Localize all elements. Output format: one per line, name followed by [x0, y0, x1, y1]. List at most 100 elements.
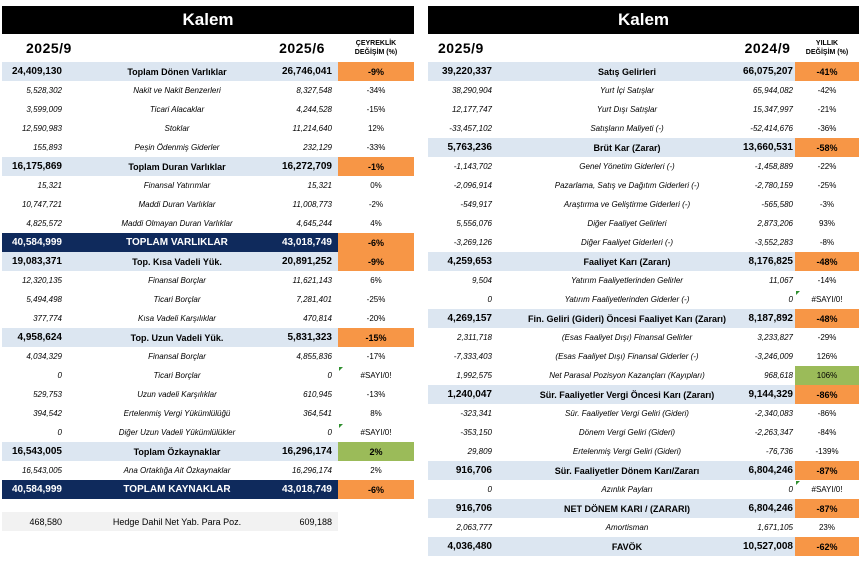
value-a: 5,494,498 — [2, 290, 82, 309]
value-a: 4,958,624 — [2, 328, 82, 347]
value-b: -76,736 — [742, 442, 795, 461]
value-a: 9,504 — [428, 271, 512, 290]
value-a: 916,706 — [428, 499, 512, 518]
change-cell: -62% — [795, 537, 859, 556]
change-cell: #SAYI/0! — [795, 480, 859, 499]
value-a: 394,542 — [2, 404, 82, 423]
value-b: 43,018,749 — [272, 233, 338, 252]
right-table-row: 12,177,747 Yurt Dışı Satışlar 15,347,997 -2… — [428, 100, 859, 119]
value-a: -2,096,914 — [428, 176, 512, 195]
value-a: 5,528,302 — [2, 81, 82, 100]
item-label: Diğer Faaliyet Giderleri (-) — [512, 233, 742, 252]
right-table-row: 1,240,047 Sür. Faaliyetler Vergi Öncesi K… — [428, 385, 859, 404]
item-label: Toplam Özkaynaklar — [82, 442, 272, 461]
left-table-row: 5,528,302 Nakit ve Nakit Benzerleri 8,327,… — [2, 81, 414, 100]
item-label: Ertelenmiş Vergi Geliri (Gideri) — [512, 442, 742, 461]
value-b: 5,831,323 — [272, 328, 338, 347]
change-cell: -36% — [795, 119, 859, 138]
right-table-row: 9,504 Yatırım Faaliyetlerinden Gelirler 11… — [428, 271, 859, 290]
item-label: (Esas Faaliyet Dışı) Finansal Giderler (… — [512, 347, 742, 366]
value-b: -2,340,083 — [742, 404, 795, 423]
value-b: 0 — [742, 480, 795, 499]
right-table-row: -2,096,914 Pazarlama, Satış ve Dağıtım Gi… — [428, 176, 859, 195]
right-table-row: 29,809 Ertelenmiş Vergi Geliri (Gideri) -7… — [428, 442, 859, 461]
value-a: 2,311,718 — [428, 328, 512, 347]
change-cell: -15% — [338, 328, 414, 347]
value-b: 9,144,329 — [742, 385, 795, 404]
item-label: Diğer Faaliyet Gelirleri — [512, 214, 742, 233]
left-table-row: 4,825,572 Maddi Olmayan Duran Varlıklar 4,… — [2, 214, 414, 233]
change-cell: -42% — [795, 81, 859, 100]
footer-value-a: 468,580 — [2, 512, 82, 531]
right-table-row: 2,063,777 Amortisman 1,671,105 23% — [428, 518, 859, 537]
value-b: 10,527,008 — [742, 537, 795, 556]
value-a: -549,917 — [428, 195, 512, 214]
value-b: 1,671,105 — [742, 518, 795, 537]
item-label: Finansal Borçlar — [82, 347, 272, 366]
change-cell: -29% — [795, 328, 859, 347]
item-label: Diğer Uzun Vadeli Yükümlülükler — [82, 423, 272, 442]
left-table-row: 3,599,009 Ticari Alacaklar 4,244,528 -15% — [2, 100, 414, 119]
value-a: 10,747,721 — [2, 195, 82, 214]
item-label: Ertelenmiş Vergi Yükümlülüğü — [82, 404, 272, 423]
change-cell: -15% — [338, 100, 414, 119]
value-b: -3,246,009 — [742, 347, 795, 366]
left-table-row: 40,584,999 TOPLAM KAYNAKLAR 43,018,749 -6% — [2, 480, 414, 499]
value-a: -3,269,126 — [428, 233, 512, 252]
balance-sheet-panel: Kalem 2025/9 2025/6 ÇEYREKLİK DEĞİŞİM (%… — [2, 6, 414, 531]
left-table-row: 4,034,329 Finansal Borçlar 4,855,836 -17% — [2, 347, 414, 366]
value-a: 0 — [2, 423, 82, 442]
item-label: Faaliyet Karı (Zararı) — [512, 252, 742, 271]
item-label: Ana Ortaklığa Ait Özkaynaklar — [82, 461, 272, 480]
value-a: 3,599,009 — [2, 100, 82, 119]
item-label: Pazarlama, Satış ve Dağıtım Giderleri (-… — [512, 176, 742, 195]
income-statement-panel: Kalem 2025/9 2024/9 YILLIK DEĞİŞİM (%) 3… — [428, 6, 859, 556]
change-cell: 12% — [338, 119, 414, 138]
right-table-row: -7,333,403 (Esas Faaliyet Dışı) Finansal … — [428, 347, 859, 366]
change-cell: -86% — [795, 404, 859, 423]
right-header-row: 2025/9 2024/9 YILLIK DEĞİŞİM (%) — [428, 34, 859, 62]
change-cell: -86% — [795, 385, 859, 404]
change-cell: -33% — [338, 138, 414, 157]
item-label: TOPLAM KAYNAKLAR — [82, 480, 272, 499]
change-cell: -34% — [338, 81, 414, 100]
value-b: 8,187,892 — [742, 309, 795, 328]
value-b: 11,214,640 — [272, 119, 338, 138]
value-b: 16,296,174 — [272, 442, 338, 461]
change-cell: #SAYI/0! — [338, 423, 414, 442]
value-b: 3,233,827 — [742, 328, 795, 347]
change-cell: -139% — [795, 442, 859, 461]
value-b: 8,176,825 — [742, 252, 795, 271]
change-cell: -6% — [338, 233, 414, 252]
change-cell: 93% — [795, 214, 859, 233]
item-label: Kısa Vadeli Karşılıklar — [82, 309, 272, 328]
left-title: Kalem — [2, 6, 414, 34]
left-table-row: 0 Ticari Borçlar 0 #SAYI/0! — [2, 366, 414, 385]
left-table-row: 12,590,983 Stoklar 11,214,640 12% — [2, 119, 414, 138]
value-b: -565,580 — [742, 195, 795, 214]
change-cell: -25% — [795, 176, 859, 195]
change-cell: 6% — [338, 271, 414, 290]
item-label: Maddi Olmayan Duran Varlıklar — [82, 214, 272, 233]
item-label: Dönem Vergi Geliri (Gideri) — [512, 423, 742, 442]
change-cell: -41% — [795, 62, 859, 81]
item-label: Toplam Dönen Varlıklar — [82, 62, 272, 81]
value-b: 66,075,207 — [742, 62, 795, 81]
value-a: 12,590,983 — [2, 119, 82, 138]
right-change-header: YILLIK DEĞİŞİM (%) — [795, 39, 859, 57]
right-table-row: 916,706 Sür. Faaliyetler Dönem Karı/Zarar… — [428, 461, 859, 480]
value-b: 43,018,749 — [272, 480, 338, 499]
value-a: 5,556,076 — [428, 214, 512, 233]
left-rows: 24,409,130 Toplam Dönen Varlıklar 26,746,0… — [2, 62, 414, 499]
change-cell: #SAYI/0! — [338, 366, 414, 385]
value-a: 29,809 — [428, 442, 512, 461]
right-table-row: 5,556,076 Diğer Faaliyet Gelirleri 2,873,2… — [428, 214, 859, 233]
left-table-row: 15,321 Finansal Yatırımlar 15,321 0% — [2, 176, 414, 195]
value-b: 16,272,709 — [272, 157, 338, 176]
value-b: 11,008,773 — [272, 195, 338, 214]
right-table-row: 0 Azınlık Payları 0 #SAYI/0! — [428, 480, 859, 499]
value-a: 4,034,329 — [2, 347, 82, 366]
value-a: 16,543,005 — [2, 461, 82, 480]
left-table-row: 10,747,721 Maddi Duran Varlıklar 11,008,77… — [2, 195, 414, 214]
value-b: 26,746,041 — [272, 62, 338, 81]
